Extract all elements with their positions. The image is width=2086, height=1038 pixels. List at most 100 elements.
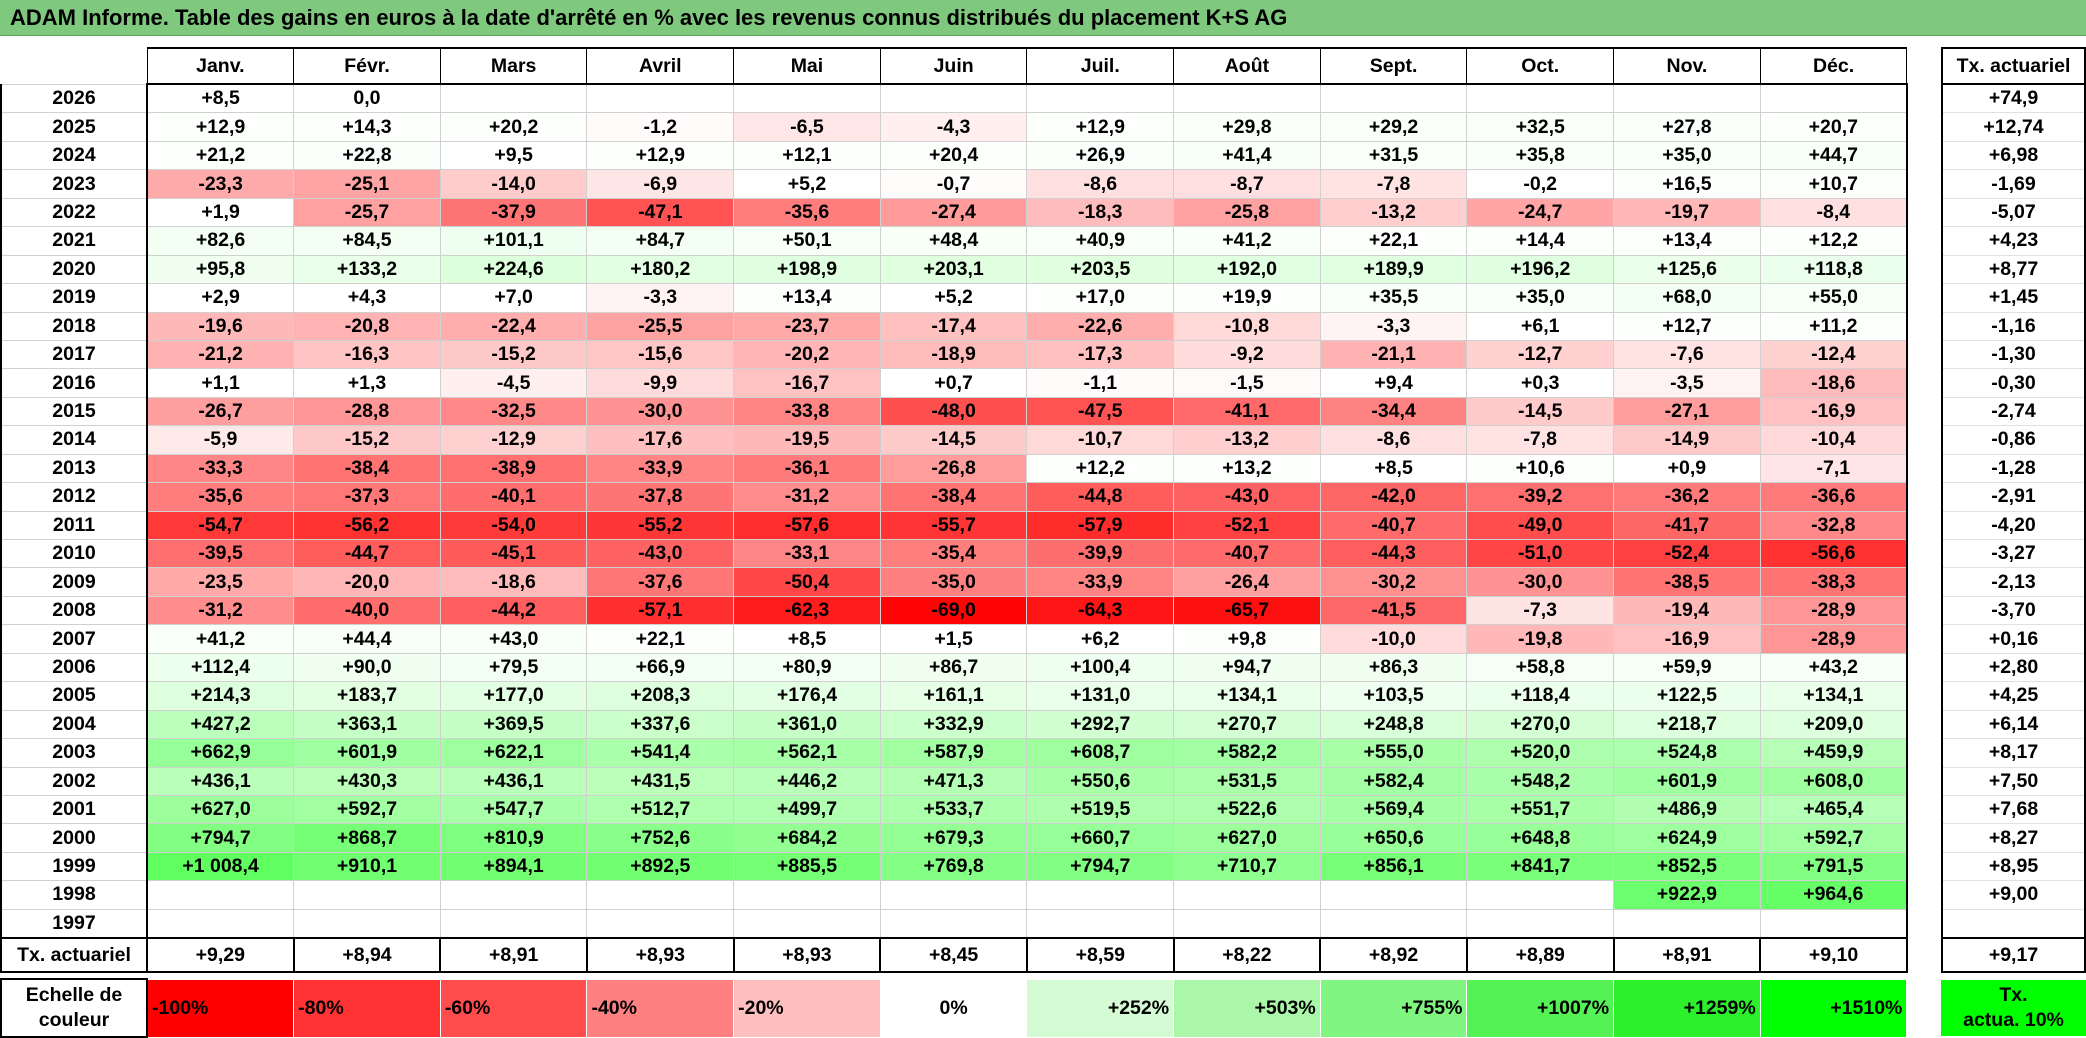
gain-cell: +101,1 [439,226,588,256]
gain-cell: -17,4 [879,311,1028,341]
gain-cell: +1 008,4 [146,851,295,882]
gain-cell: -65,7 [1173,595,1321,626]
gain-cell: -12,7 [1466,339,1615,370]
gain-cell [733,83,881,114]
gain-cell: +12,9 [1026,112,1175,142]
gain-cell: +203,5 [1026,254,1175,285]
gain-cell: +12,7 [1613,311,1761,341]
gain-cell: +522,6 [1173,794,1321,825]
gain-cell: +0,7 [879,368,1028,398]
gain-cell: +118,8 [1759,254,1908,285]
gain-cell: +5,2 [733,169,881,199]
gain-cell: -7,6 [1613,339,1761,370]
month-header-4: Avril [586,47,735,85]
gain-cell [1759,908,1908,940]
gain-cell: +43,0 [439,624,588,654]
gain-cell: +94,7 [1173,652,1321,683]
gain-cell: +541,4 [586,738,735,768]
gain-cell [1173,880,1321,910]
gain-cell: -44,2 [439,595,588,626]
gain-cell: -41,7 [1613,510,1761,541]
footer-rate-cell: +8,91 [439,937,588,974]
gain-cell [293,908,441,940]
gain-cell [879,83,1028,114]
gain-cell [586,908,735,940]
report-title: ADAM Informe. Table des gains en euros à… [0,0,2086,36]
gain-cell: +41,4 [1173,140,1321,171]
gain-cell: -30,0 [1466,567,1615,597]
gain-cell: +209,0 [1759,709,1908,740]
color-scale-swatch: -40% [586,978,735,1038]
gain-cell [1613,83,1761,114]
gain-cell: -14,5 [1466,396,1615,427]
gain-cell: +10,7 [1759,169,1908,199]
annual-rate-cell: -2,91 [1941,482,2086,512]
gain-cell: +964,6 [1759,880,1908,910]
gain-cell: +465,4 [1759,794,1908,825]
gain-cell [586,83,735,114]
rate-scale-label-line2: actua. 10% [1963,1009,2064,1031]
table-row: 2022 +1,9 -25,7 -37,9 -47,1 -35,6 -27,4 -18,3 -2… [0,197,1908,228]
gain-cell: +50,1 [733,226,881,256]
gain-cell: +601,9 [293,738,441,768]
gain-cell: -38,9 [439,453,588,484]
year-cell: 2012 [0,482,148,512]
year-cell: 2025 [0,112,148,142]
gain-cell: -4,3 [879,112,1028,142]
gain-cell: -33,3 [146,453,295,484]
gain-cell: +551,7 [1466,794,1615,825]
gain-cell: +679,3 [879,823,1028,853]
gain-cell: -23,7 [733,311,881,341]
gain-cell: -43,0 [1173,482,1321,512]
gain-cell: -28,9 [1759,624,1908,654]
gain-cell: -44,3 [1319,538,1468,569]
color-scale-swatch: -20% [733,978,881,1038]
gain-cell: +177,0 [439,681,588,711]
gain-cell [439,83,588,114]
table-row: 2010 -39,5 -44,7 -45,1 -43,0 -33,1 -35,4 -39,9-… [0,538,1908,569]
gain-cell: -22,6 [1026,311,1175,341]
gain-cell: -35,6 [146,482,295,512]
gain-cell: -64,3 [1026,595,1175,626]
gain-cell: +810,9 [439,823,588,853]
gain-cell: +662,9 [146,738,295,768]
gain-cell: -43,0 [586,538,735,569]
gain-cell: -16,9 [1613,624,1761,654]
annual-rate-cell: +12,74 [1941,112,2086,142]
gain-cell [293,880,441,910]
gain-cell: -52,4 [1613,538,1761,569]
gain-cell: -17,6 [586,425,735,455]
table-row: 2026 +8,5 0,0 [0,83,1908,114]
gain-cell: +13,4 [1613,226,1761,256]
gain-cell: +910,1 [293,851,441,882]
year-cell: 2024 [0,140,148,171]
year-cell: 2004 [0,709,148,740]
gain-cell: +58,8 [1466,652,1615,683]
gain-cell: +131,0 [1026,681,1175,711]
annual-rate-cell: +74,9 [1941,84,2086,114]
gain-cell: -23,5 [146,567,295,597]
year-cell: 1997 [0,908,148,940]
table-row: 2025 +12,9 +14,3 +20,2 -1,2 -6,5 -4,3 +12,9 +29,… [0,112,1908,142]
gain-cell: +624,9 [1613,823,1761,853]
gain-cell: -21,1 [1319,339,1468,370]
color-scale-label: Echelle de couleur [0,978,148,1038]
gain-cell: -37,6 [586,567,735,597]
footer-label: Tx. actuariel [0,937,148,974]
gain-cell: -16,7 [733,368,881,398]
gain-cell: +486,9 [1613,794,1761,825]
gain-cell: +66,9 [586,652,735,683]
gain-cell: +8,5 [1319,453,1468,484]
color-scale-swatch: +252% [1026,978,1175,1038]
gain-cell [1026,83,1175,114]
gain-cell: +548,2 [1466,766,1615,796]
gains-table: Janv. Févr. Mars Avril Mai Juin Juil. Août Sept.… [0,47,1908,974]
gain-cell: -20,0 [293,567,441,597]
gain-cell: +6,1 [1466,311,1615,341]
year-cell: 2001 [0,794,148,825]
year-cell: 2017 [0,339,148,370]
gain-cell: -19,8 [1466,624,1615,654]
gain-cell [1466,880,1615,910]
gain-cell: -69,0 [879,595,1028,626]
table-row: 2013 -33,3 -38,4 -38,9 -33,9 -36,1 -26,8 +12,2 +… [0,453,1908,484]
